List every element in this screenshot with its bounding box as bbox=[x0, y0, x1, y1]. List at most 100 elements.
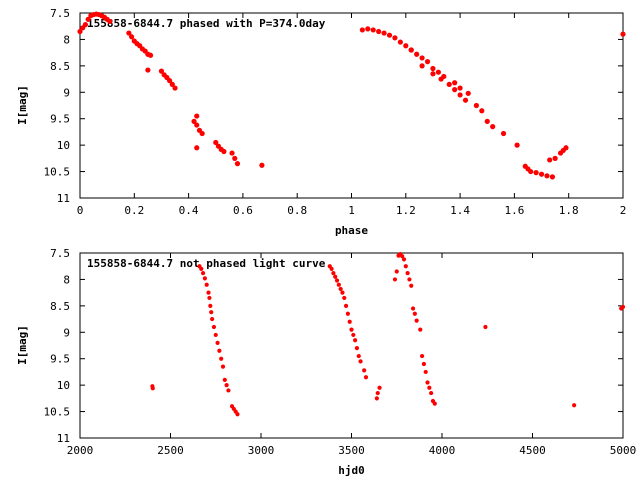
data-point bbox=[126, 30, 132, 36]
data-point bbox=[349, 327, 354, 332]
x-tick-label: 0.8 bbox=[287, 204, 307, 217]
data-point bbox=[209, 310, 214, 315]
y-tick-label: 8.5 bbox=[50, 60, 70, 73]
data-point bbox=[333, 274, 338, 279]
data-point bbox=[128, 34, 135, 40]
data-point bbox=[363, 375, 369, 380]
data-point bbox=[206, 290, 211, 295]
data-point bbox=[620, 31, 626, 37]
data-point bbox=[547, 157, 553, 163]
data-point bbox=[533, 170, 539, 176]
data-point bbox=[405, 270, 410, 276]
data-point bbox=[408, 47, 414, 53]
data-point bbox=[370, 27, 376, 33]
data-point bbox=[483, 324, 488, 330]
data-point bbox=[204, 282, 209, 287]
data-point bbox=[446, 81, 452, 87]
data-point bbox=[500, 130, 507, 137]
data-point bbox=[377, 385, 382, 390]
data-point bbox=[397, 39, 403, 45]
data-point bbox=[430, 65, 436, 72]
x-tick-label: 1.2 bbox=[396, 204, 416, 217]
x-tick-label: 5000 bbox=[610, 444, 637, 457]
data-point bbox=[620, 304, 626, 310]
data-point bbox=[194, 122, 200, 128]
y-tick-label: 7.5 bbox=[50, 247, 70, 260]
y-tick-label: 9 bbox=[63, 326, 70, 339]
data-point bbox=[85, 16, 91, 22]
x-tick-label: 0.4 bbox=[179, 204, 199, 217]
data-point bbox=[169, 81, 175, 87]
data-point bbox=[392, 35, 398, 41]
data-point bbox=[374, 396, 379, 401]
data-point bbox=[259, 162, 265, 168]
data-point bbox=[226, 388, 231, 393]
data-point bbox=[107, 18, 113, 25]
x-tick-label: 2000 bbox=[67, 444, 94, 457]
unphased-plot-frame bbox=[79, 252, 624, 439]
phased-plot-frame bbox=[79, 12, 624, 199]
data-point bbox=[353, 338, 358, 343]
x-tick-label: 1 bbox=[348, 204, 355, 217]
data-point bbox=[394, 269, 399, 274]
data-point bbox=[549, 174, 556, 180]
data-point bbox=[145, 67, 151, 73]
y-tick-label: 11 bbox=[57, 192, 70, 205]
data-point bbox=[401, 257, 407, 262]
data-point bbox=[457, 92, 463, 98]
x-tick-label: 1.4 bbox=[450, 204, 470, 217]
data-point bbox=[351, 332, 356, 338]
y-tick-label: 8.5 bbox=[50, 300, 70, 313]
data-point bbox=[77, 28, 83, 35]
y-tick-label: 9.5 bbox=[50, 113, 70, 126]
data-point bbox=[347, 319, 352, 324]
data-point bbox=[199, 130, 205, 137]
data-point bbox=[392, 277, 398, 282]
data-point bbox=[336, 282, 341, 287]
data-point bbox=[400, 254, 405, 259]
chart-title: 155858-6844.7 not phased light curve bbox=[87, 257, 326, 270]
data-point bbox=[438, 76, 444, 82]
data-point bbox=[210, 316, 215, 322]
data-point bbox=[435, 69, 441, 75]
y-tick-label: 7.5 bbox=[50, 7, 70, 20]
data-point bbox=[423, 369, 428, 375]
data-point bbox=[331, 270, 336, 276]
data-point bbox=[194, 113, 200, 119]
x-axis-label: phase bbox=[335, 224, 368, 237]
data-point bbox=[514, 142, 520, 148]
data-point bbox=[425, 380, 430, 385]
data-point bbox=[147, 52, 154, 58]
data-point bbox=[217, 348, 222, 353]
data-point bbox=[386, 32, 393, 38]
data-point bbox=[452, 80, 458, 86]
y-tick-label: 10.5 bbox=[44, 166, 71, 179]
x-tick-label: 2500 bbox=[157, 444, 184, 457]
data-point bbox=[211, 324, 217, 330]
data-point bbox=[424, 59, 431, 65]
x-tick-label: 3000 bbox=[248, 444, 275, 457]
data-point bbox=[484, 118, 490, 124]
data-point bbox=[222, 377, 227, 382]
data-point bbox=[429, 390, 434, 396]
data-point bbox=[414, 51, 420, 57]
data-point bbox=[412, 311, 417, 316]
x-tick-label: 0 bbox=[77, 204, 84, 217]
data-point bbox=[421, 361, 426, 367]
data-point bbox=[82, 22, 89, 28]
data-point bbox=[150, 386, 155, 391]
data-point bbox=[342, 295, 347, 301]
data-point bbox=[376, 28, 382, 35]
data-point bbox=[356, 353, 361, 359]
data-point bbox=[172, 85, 178, 91]
data-point bbox=[403, 43, 409, 49]
data-point bbox=[219, 356, 224, 361]
data-point bbox=[381, 30, 387, 36]
y-axis-label: I[mag] bbox=[16, 85, 29, 125]
unphased-light-curve-panel: 2000 2500 3000 3500 4000 4500 5000 7.5 8 8.5 9 9.5 1… bbox=[16, 247, 636, 477]
y-axis-label: I[mag] bbox=[16, 325, 29, 365]
data-point bbox=[200, 270, 206, 276]
data-point bbox=[229, 150, 235, 156]
data-point bbox=[199, 266, 204, 271]
